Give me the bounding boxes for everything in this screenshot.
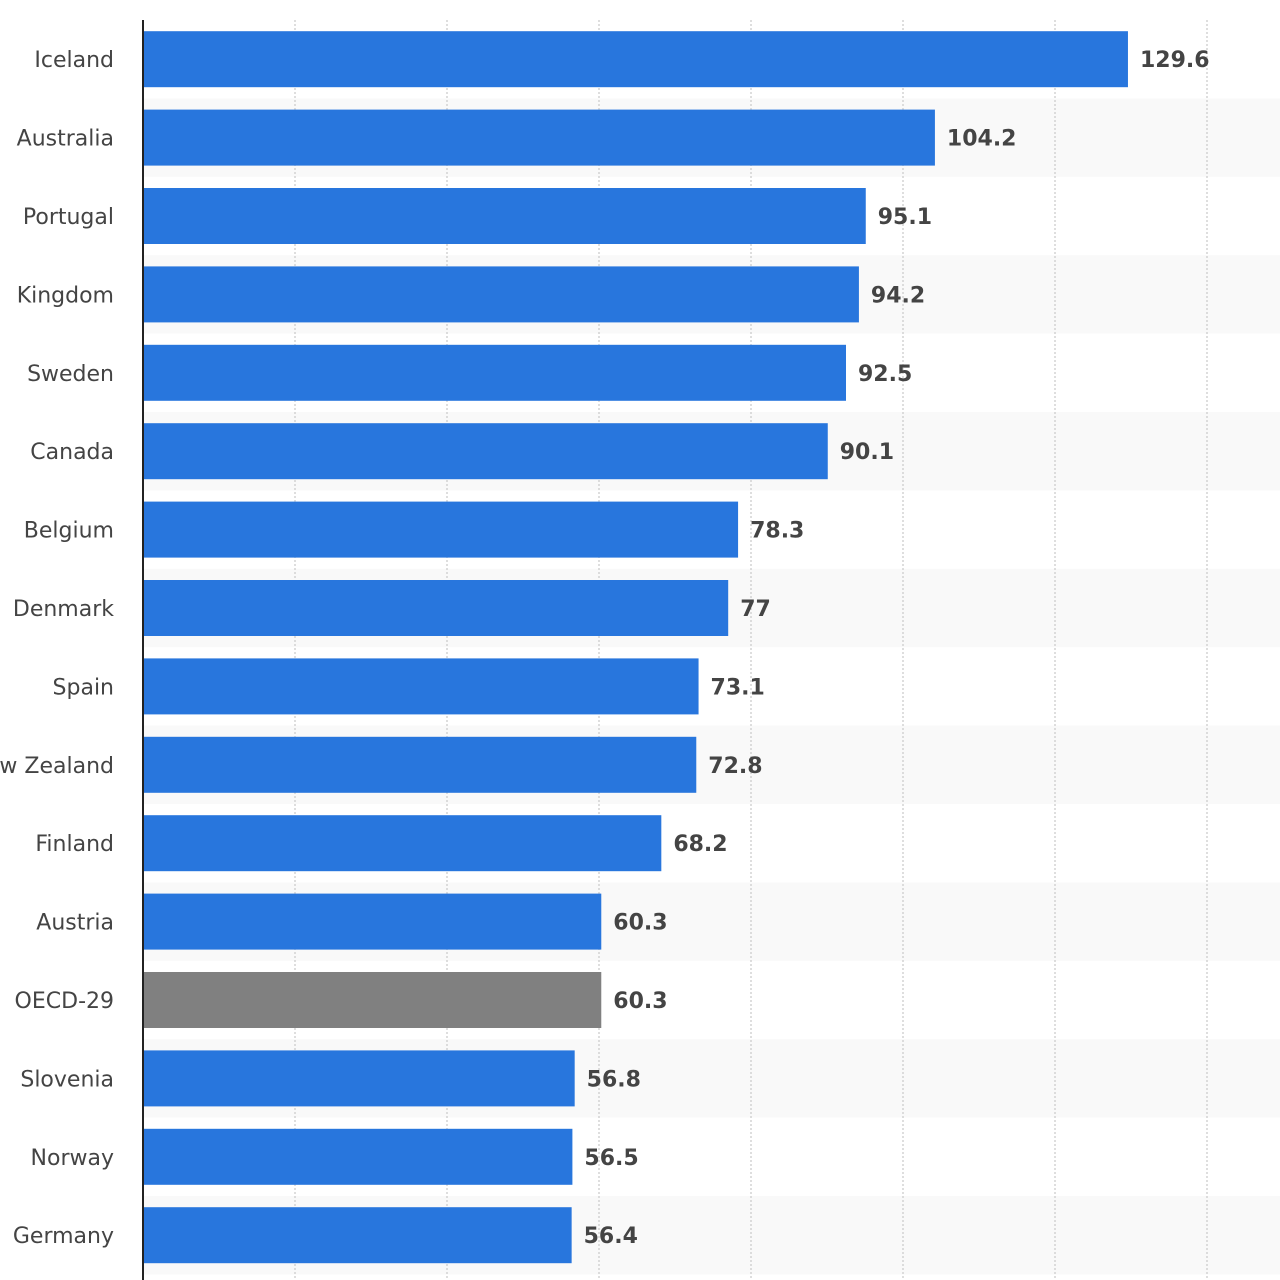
- value-label: 56.4: [584, 1224, 638, 1249]
- category-label: w Zealand: [0, 754, 114, 779]
- category-label: Sweden: [27, 362, 114, 387]
- bar-canada: [143, 423, 828, 480]
- value-label: 90.1: [840, 440, 894, 465]
- value-label: 94.2: [871, 283, 925, 308]
- value-label: 78.3: [750, 519, 804, 544]
- bar-w-zealand: [143, 736, 697, 793]
- value-label: 60.3: [613, 989, 667, 1014]
- bar-sweden: [143, 344, 846, 401]
- category-label: Spain: [53, 675, 114, 700]
- category-label: Slovenia: [20, 1067, 114, 1092]
- category-label: Norway: [31, 1146, 114, 1171]
- bar-oecd-29: [143, 972, 602, 1028]
- category-label: Canada: [30, 440, 114, 465]
- bar-belgium: [143, 501, 739, 558]
- bar-norway: [143, 1128, 573, 1185]
- bar-austria: [143, 893, 602, 950]
- bar-iceland: [143, 31, 1128, 88]
- category-label: Austria: [36, 911, 114, 936]
- value-label: 73.1: [711, 675, 765, 700]
- value-label: 56.8: [587, 1067, 641, 1092]
- category-label: Kingdom: [17, 283, 114, 308]
- category-label: OECD-29: [15, 989, 114, 1014]
- value-label: 68.2: [673, 832, 727, 857]
- bar-spain: [143, 658, 699, 715]
- category-label: Finland: [35, 832, 114, 857]
- category-label: Belgium: [24, 519, 114, 544]
- bar-denmark: [143, 580, 729, 636]
- category-label: Portugal: [23, 205, 114, 230]
- category-label: Australia: [17, 127, 114, 152]
- value-label: 60.3: [613, 911, 667, 936]
- value-label: 56.5: [584, 1146, 638, 1171]
- bar-germany: [143, 1207, 572, 1264]
- category-label: Germany: [13, 1224, 114, 1249]
- value-label: 72.8: [708, 754, 762, 779]
- bar-kingdom: [143, 266, 859, 323]
- value-label: 129.6: [1140, 48, 1210, 73]
- bar-portugal: [143, 188, 866, 244]
- value-label: 92.5: [858, 362, 912, 387]
- bar-australia: [143, 109, 935, 166]
- value-label: 77: [740, 597, 771, 622]
- category-label: Iceland: [34, 48, 114, 73]
- bar-finland: [143, 815, 662, 872]
- value-label: 104.2: [947, 127, 1017, 152]
- category-label: Denmark: [13, 597, 114, 622]
- bar-slovenia: [143, 1050, 575, 1107]
- value-label: 95.1: [878, 205, 932, 230]
